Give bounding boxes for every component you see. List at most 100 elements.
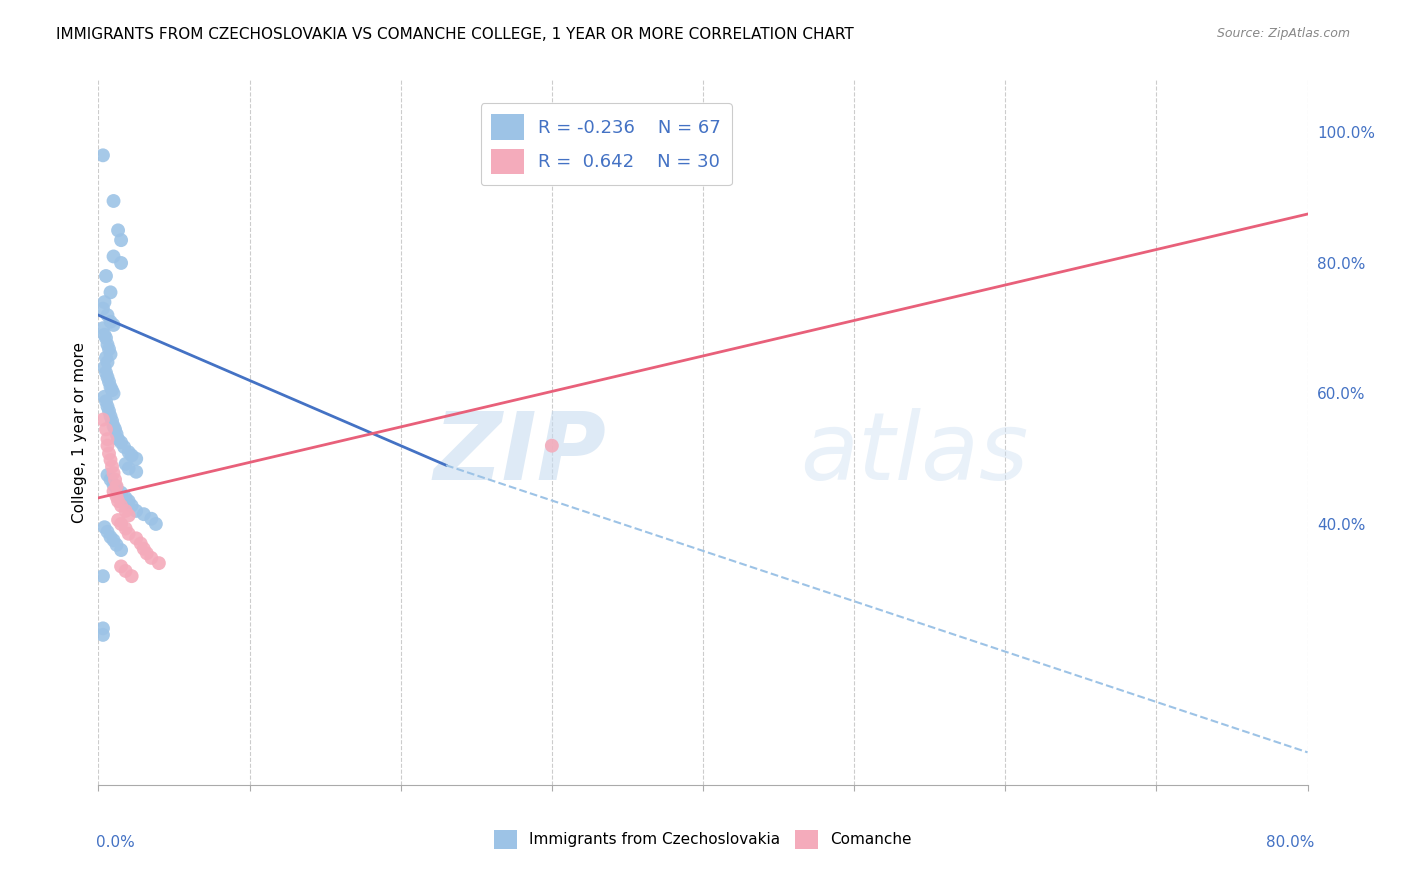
Point <box>96 439 118 453</box>
Point <box>103 386 125 401</box>
Point <box>110 233 132 247</box>
Point <box>91 621 114 635</box>
Point <box>103 533 125 548</box>
Point <box>100 453 122 467</box>
Point <box>110 499 132 513</box>
Point <box>110 559 132 574</box>
Point <box>93 520 115 534</box>
Point <box>129 536 152 550</box>
Point <box>118 461 141 475</box>
Point <box>118 508 141 523</box>
Point <box>91 148 114 162</box>
Point <box>103 250 125 264</box>
Point <box>110 435 132 450</box>
Point <box>96 337 118 351</box>
Point <box>101 383 124 397</box>
Point <box>132 541 155 556</box>
Point <box>105 538 128 552</box>
Point <box>100 347 122 361</box>
Point <box>100 380 122 394</box>
Point <box>107 494 129 508</box>
Point <box>114 504 136 518</box>
Point <box>91 321 114 335</box>
Point <box>94 366 117 380</box>
Point <box>110 256 132 270</box>
Point <box>100 473 122 487</box>
Point <box>105 426 128 441</box>
Point <box>98 375 121 389</box>
Point <box>100 530 122 544</box>
Point <box>145 516 167 531</box>
Point <box>110 485 132 500</box>
Point <box>107 223 129 237</box>
Legend: Immigrants from Czechoslovakia, Comanche: Immigrants from Czechoslovakia, Comanche <box>488 824 918 855</box>
Point <box>91 301 114 316</box>
Point <box>93 360 115 375</box>
Point <box>103 484 125 499</box>
Point <box>118 526 141 541</box>
Point <box>96 524 118 539</box>
Text: 80.0%: 80.0% <box>1267 836 1315 850</box>
Point <box>100 285 122 300</box>
Point <box>121 569 143 583</box>
Point <box>118 445 141 459</box>
Point <box>125 504 148 518</box>
Point <box>112 440 135 454</box>
Point <box>114 457 136 471</box>
Point <box>110 543 132 558</box>
Point <box>91 412 114 426</box>
Point <box>100 315 122 329</box>
Point <box>101 414 124 428</box>
Point <box>98 446 121 460</box>
Point <box>107 432 129 446</box>
Point <box>96 355 118 369</box>
Point <box>135 546 157 560</box>
Point <box>104 422 127 436</box>
Point <box>105 490 128 504</box>
Point <box>141 550 163 565</box>
Point <box>105 481 128 495</box>
Point <box>98 404 121 418</box>
Point <box>94 331 117 345</box>
Point <box>91 569 114 583</box>
Point <box>114 564 136 578</box>
Y-axis label: College, 1 year or more: College, 1 year or more <box>72 343 87 523</box>
Point <box>125 532 148 546</box>
Point <box>110 516 132 531</box>
Text: atlas: atlas <box>800 409 1028 500</box>
Point <box>103 318 125 332</box>
Point <box>104 473 127 487</box>
Point <box>114 491 136 505</box>
Point <box>114 522 136 536</box>
Text: IMMIGRANTS FROM CZECHOSLOVAKIA VS COMANCHE COLLEGE, 1 YEAR OR MORE CORRELATION C: IMMIGRANTS FROM CZECHOSLOVAKIA VS COMANC… <box>56 27 853 42</box>
Point <box>101 459 124 474</box>
Point <box>96 432 118 446</box>
Point <box>93 295 115 310</box>
Point <box>94 422 117 436</box>
Point <box>103 419 125 434</box>
Point <box>105 479 128 493</box>
Point <box>141 512 163 526</box>
Point <box>93 390 115 404</box>
Point <box>103 466 125 480</box>
Point <box>125 451 148 466</box>
Point <box>100 409 122 424</box>
Point <box>103 194 125 208</box>
Point <box>91 628 114 642</box>
Point <box>96 370 118 384</box>
Point <box>94 394 117 409</box>
Point <box>121 499 143 513</box>
Point <box>93 327 115 342</box>
Text: 0.0%: 0.0% <box>96 836 135 850</box>
Point <box>94 351 117 365</box>
Point <box>107 513 129 527</box>
Point <box>94 268 117 283</box>
Point <box>118 494 141 508</box>
Text: Source: ZipAtlas.com: Source: ZipAtlas.com <box>1216 27 1350 40</box>
Point <box>98 342 121 356</box>
Point <box>96 468 118 483</box>
Point <box>96 308 118 322</box>
Point <box>540 439 562 453</box>
Point <box>121 449 143 463</box>
Point <box>148 556 170 570</box>
